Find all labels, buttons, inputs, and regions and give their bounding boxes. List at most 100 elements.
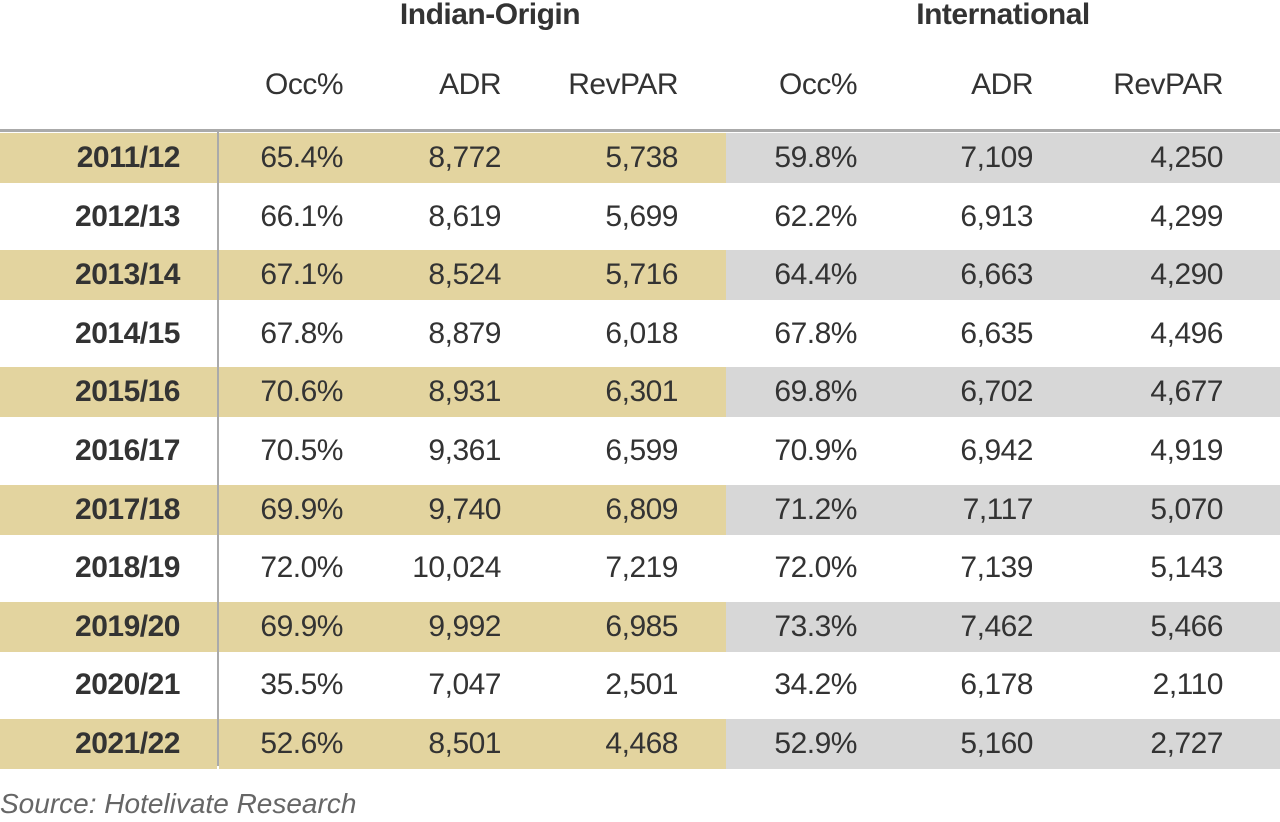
value-cell: 4,468: [605, 727, 678, 760]
value-cell: 6,635: [960, 316, 1033, 350]
value-cell: 34.2%: [774, 668, 857, 702]
year-cell: 2012/13: [75, 199, 180, 233]
value-cell: 35.5%: [260, 668, 343, 702]
value-cell: 67.8%: [774, 316, 857, 350]
value-cell: 4,250: [1150, 141, 1223, 174]
value-cell: 8,931: [428, 375, 501, 409]
value-cell: 6,018: [605, 316, 678, 350]
row-band: [0, 719, 217, 769]
value-cell: 52.6%: [260, 727, 343, 760]
column-header: Occ%: [778, 68, 858, 101]
value-cell: 4,299: [1150, 199, 1223, 233]
value-cell: 8,524: [428, 258, 501, 292]
value-cell: 4,290: [1150, 258, 1223, 292]
year-cell: 2011/12: [76, 141, 181, 174]
value-cell: 6,599: [605, 434, 678, 467]
value-cell: 9,740: [428, 492, 501, 526]
row-band: [726, 719, 1280, 769]
year-cell: 2013/14: [75, 258, 180, 292]
row-band: [219, 719, 726, 769]
value-cell: 64.4%: [774, 258, 857, 292]
value-cell: 7,219: [605, 551, 678, 585]
year-cell: 2017/18: [75, 492, 180, 526]
value-cell: 70.9%: [774, 434, 857, 467]
group-header: Indian-Origin: [399, 0, 581, 31]
value-cell: 5,143: [1150, 551, 1223, 585]
row-band: [219, 133, 726, 183]
value-cell: 2,110: [1152, 668, 1224, 702]
value-cell: 52.9%: [774, 727, 857, 760]
value-cell: 7,139: [960, 551, 1033, 585]
value-cell: 67.1%: [260, 258, 343, 292]
value-cell: 8,772: [428, 141, 501, 174]
value-cell: 4,496: [1150, 316, 1223, 350]
value-cell: 5,070: [1150, 492, 1223, 526]
row-band: [726, 133, 1280, 183]
row-band: [219, 250, 726, 301]
value-cell: 65.4%: [260, 141, 343, 174]
value-cell: 71.2%: [774, 492, 857, 526]
year-cell: 2020/21: [75, 668, 180, 702]
value-cell: 6,913: [960, 199, 1033, 233]
value-cell: 2,501: [605, 668, 678, 702]
value-cell: 4,919: [1150, 434, 1223, 467]
column-header: RevPAR: [1113, 68, 1223, 101]
row-band: [726, 367, 1280, 418]
value-cell: 7,462: [960, 609, 1033, 643]
year-cell: 2015/16: [75, 375, 180, 409]
value-cell: 67.8%: [260, 316, 343, 350]
value-cell: 5,699: [605, 199, 678, 233]
column-header: RevPAR: [568, 68, 678, 101]
value-cell: 6,301: [605, 375, 678, 409]
value-cell: 9,992: [428, 609, 501, 643]
value-cell: 70.5%: [260, 434, 343, 467]
header-rule: [0, 129, 1280, 132]
year-cell: 2014/15: [75, 316, 180, 350]
value-cell: 5,716: [605, 258, 678, 292]
value-cell: 70.6%: [260, 375, 343, 409]
value-cell: 4,677: [1150, 375, 1223, 409]
value-cell: 7,117: [962, 492, 1034, 526]
value-cell: 72.0%: [774, 551, 857, 585]
row-band: [726, 484, 1280, 535]
value-cell: 69.9%: [260, 609, 343, 643]
value-cell: 72.0%: [260, 551, 343, 585]
value-cell: 8,619: [428, 199, 501, 233]
column-rule: [217, 132, 219, 766]
value-cell: 10,024: [412, 551, 501, 585]
value-cell: 59.8%: [774, 141, 857, 174]
row-band: [219, 601, 726, 652]
row-band: [0, 250, 217, 301]
value-cell: 5,466: [1150, 609, 1223, 643]
row-band: [0, 367, 217, 418]
value-cell: 9,361: [428, 434, 501, 467]
year-cell: 2019/20: [75, 609, 180, 643]
year-cell: 2018/19: [75, 551, 180, 585]
value-cell: 7,109: [960, 141, 1033, 174]
source-note: Source: Hotelivate Research: [0, 788, 357, 819]
value-cell: 6,942: [960, 434, 1033, 467]
column-header: ADR: [439, 68, 501, 101]
value-cell: 7,047: [428, 668, 501, 702]
value-cell: 5,738: [605, 141, 678, 174]
value-cell: 62.2%: [774, 199, 857, 233]
value-cell: 73.3%: [774, 609, 857, 643]
value-cell: 66.1%: [260, 199, 343, 233]
row-band: [219, 484, 726, 535]
row-band: [726, 601, 1280, 652]
value-cell: 2,727: [1150, 727, 1223, 760]
group-header: International: [916, 0, 1090, 31]
value-cell: 6,985: [605, 609, 678, 643]
value-cell: 6,809: [605, 492, 678, 526]
row-band: [0, 484, 217, 535]
column-header: ADR: [971, 68, 1033, 101]
value-cell: 69.8%: [774, 375, 857, 409]
row-band: [0, 601, 217, 652]
row-band: [219, 367, 726, 418]
row-band: [0, 133, 217, 183]
value-cell: 6,178: [960, 668, 1033, 702]
value-cell: 69.9%: [260, 492, 343, 526]
value-cell: 5,160: [960, 727, 1033, 760]
value-cell: 6,702: [960, 375, 1033, 409]
